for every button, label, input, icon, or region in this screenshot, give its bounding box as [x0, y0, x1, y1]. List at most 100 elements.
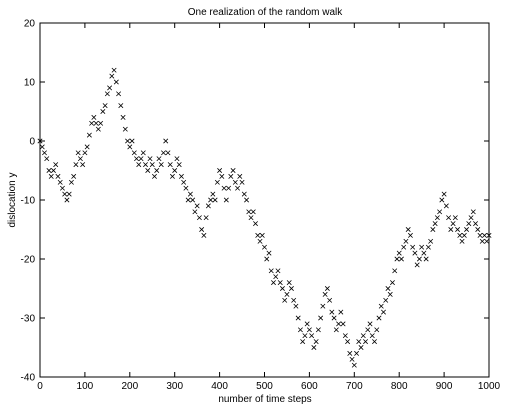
- data-point: [295, 315, 301, 321]
- data-point: [273, 274, 279, 280]
- data-point: [396, 250, 402, 256]
- data-point: [199, 227, 205, 232]
- data-point: [82, 150, 88, 156]
- data-point: [403, 238, 409, 244]
- data-point: [125, 138, 131, 144]
- data-point: [300, 339, 306, 345]
- data-point: [122, 126, 128, 132]
- data-point: [165, 150, 171, 156]
- data-point: [284, 291, 290, 297]
- data-point: [118, 103, 124, 109]
- data-point: [286, 280, 292, 286]
- data-point: [255, 232, 261, 238]
- data-point: [378, 303, 384, 309]
- data-point: [178, 173, 184, 179]
- data-point: [324, 286, 330, 291]
- data-point: [232, 179, 238, 185]
- data-point: [457, 232, 463, 238]
- tick-labels: 0 100 200 300 400 500 600 700 800 900 1000-40-30-2…: [21, 19, 501, 393]
- data-point: [322, 291, 328, 297]
- data-point: [407, 232, 413, 238]
- data-point: [104, 91, 110, 97]
- data-point: [452, 215, 458, 221]
- data-point: [297, 327, 303, 333]
- data-point: [95, 126, 101, 132]
- data-point: [185, 197, 191, 203]
- data-point: [68, 179, 74, 185]
- data-point: [53, 162, 59, 168]
- data-point: [253, 221, 259, 227]
- data-point: [432, 221, 438, 227]
- data-point: [154, 168, 160, 173]
- data-point: [172, 168, 178, 173]
- y-tick-label: 20: [24, 19, 36, 30]
- data-point: [257, 238, 263, 244]
- data-point: [140, 150, 146, 156]
- data-point: [329, 309, 335, 315]
- x-tick-label: 600: [301, 381, 318, 392]
- data-point: [111, 67, 117, 73]
- data-point: [57, 179, 63, 185]
- data-point: [313, 339, 319, 345]
- data-point: [331, 315, 337, 321]
- data-point: [201, 232, 207, 238]
- data-point: [439, 197, 445, 203]
- data-point: [86, 132, 92, 138]
- data-point: [486, 232, 492, 238]
- data-point: [389, 280, 395, 286]
- data-point: [336, 321, 342, 327]
- y-tick-label: 10: [24, 78, 36, 89]
- data-point: [183, 185, 189, 191]
- data-point: [423, 256, 429, 262]
- data-point: [318, 315, 324, 321]
- data-point: [64, 197, 70, 203]
- data-point: [383, 297, 389, 303]
- data-point: [405, 227, 411, 232]
- data-point: [387, 291, 393, 297]
- data-point: [221, 185, 227, 191]
- data-point: [149, 162, 155, 168]
- data-point: [484, 238, 490, 244]
- plot-frame: [39, 22, 490, 378]
- data-point: [212, 197, 218, 203]
- data-point: [282, 297, 288, 303]
- y-tick-label: -40: [21, 373, 36, 384]
- y-tick-label: -30: [21, 314, 36, 325]
- data-point: [315, 327, 321, 333]
- data-point: [156, 156, 162, 162]
- data-point: [80, 162, 86, 168]
- data-point: [327, 297, 333, 303]
- data-point: [367, 321, 373, 327]
- chart-title: One realization of the random walk: [188, 7, 344, 18]
- data-point: [430, 227, 436, 232]
- data-point: [226, 185, 232, 191]
- data-point: [443, 203, 449, 209]
- data-point: [66, 191, 72, 197]
- data-point: [169, 173, 175, 179]
- data-point: [107, 85, 113, 91]
- data-point: [311, 345, 317, 350]
- data-point: [113, 79, 119, 85]
- data-point: [37, 138, 43, 144]
- data-point: [398, 256, 404, 262]
- data-point: [250, 209, 256, 215]
- data-point: [428, 238, 434, 244]
- data-point: [437, 209, 443, 215]
- data-point: [75, 150, 81, 156]
- data-point: [360, 333, 366, 339]
- data-point: [196, 215, 202, 221]
- data-point: [425, 244, 431, 250]
- x-tick-label: 500: [256, 381, 273, 392]
- data-point: [181, 179, 187, 185]
- data-point: [160, 150, 166, 156]
- data-point: [176, 162, 182, 168]
- data-point: [333, 327, 339, 333]
- data-point: [223, 197, 229, 203]
- data-point: [448, 227, 454, 232]
- axis-ticks: [39, 22, 490, 378]
- data-point: [381, 309, 386, 315]
- data-point: [46, 168, 52, 173]
- data-point: [239, 179, 245, 185]
- data-point: [354, 350, 360, 356]
